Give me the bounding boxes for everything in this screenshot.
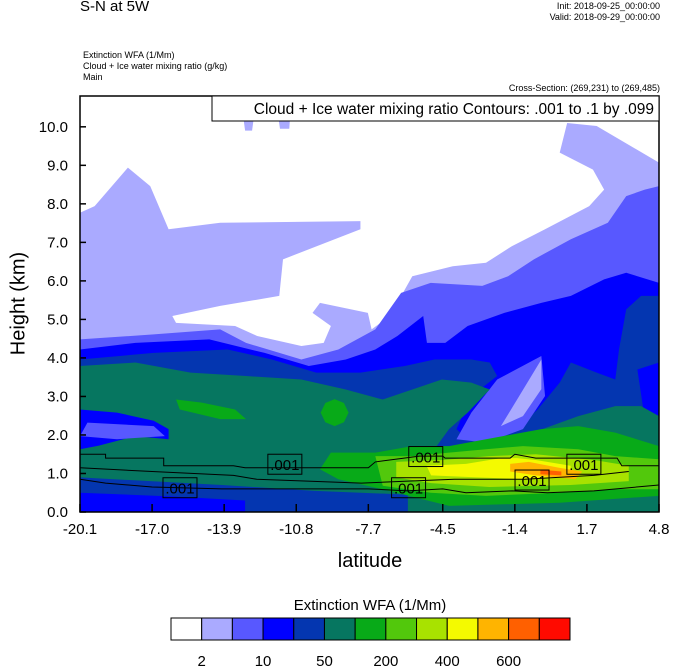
colorbar-swatch [385, 617, 418, 641]
colorbar-label: 600 [496, 653, 521, 668]
x-tick-label: -4.5 [430, 521, 456, 538]
contour-label: .001 [165, 481, 194, 498]
contour-legend-box [211, 95, 660, 122]
colorbar-label: 10 [255, 653, 272, 668]
x-axis-label: latitude [337, 550, 403, 572]
plot-title: S-N at 5W [80, 0, 150, 15]
filled-region-level-6 [320, 399, 349, 427]
filled-region-level-2 [456, 356, 546, 443]
colorbar-label: 50 [316, 653, 333, 668]
filled-region-level-11 [540, 469, 562, 476]
filled-region-level-3 [80, 492, 246, 512]
x-tick-label: 1.7 [576, 521, 597, 538]
x-tick-label: -20.1 [63, 521, 97, 538]
x-tick-label: -17.0 [135, 521, 169, 538]
colorbar-swatch [416, 617, 448, 641]
y-tick-label: 9.0 [47, 157, 68, 174]
contour-label: .001 [394, 481, 423, 498]
contour-legend-text: Cloud + Ice water mixing ratio Contours:… [254, 101, 654, 118]
colorbar-swatch [201, 617, 233, 641]
colorbar-swatch [446, 617, 479, 641]
y-tick-label: 1.0 [47, 465, 68, 482]
colorbar-swatch [508, 617, 540, 641]
init-time: Init: 2018-09-25_00:00:00 [556, 1, 660, 11]
contour-label-box [514, 469, 550, 491]
y-tick-label: 10.0 [39, 119, 68, 136]
plot-field: .001 .001 .001 .001 .001 .001 [80, 96, 659, 512]
y-tick-label: 5.0 [47, 311, 68, 328]
y-tick-label: 2.0 [47, 427, 68, 444]
filled-region-level-6 [176, 399, 247, 420]
y-tick-label: 7.0 [47, 234, 68, 251]
contour-label-box [267, 453, 303, 475]
filled-region-level-1 [500, 359, 542, 427]
filled-region-level-2 [80, 422, 165, 440]
contour-line-001 [80, 467, 629, 484]
colorbar-label: 200 [373, 653, 398, 668]
subtitle-extinction: Extinction WFA (1/Mm) [83, 50, 175, 60]
colorbar-label: 2 [198, 653, 206, 668]
contour-label-box [408, 446, 444, 468]
y-tick-label: 3.0 [47, 388, 68, 405]
contour-label-box [566, 453, 602, 475]
cross-section-label: Cross-Section: (269,231) to (269,485) [508, 83, 660, 93]
y-tick-label: 8.0 [47, 196, 68, 213]
filled-region-level-0 [80, 96, 659, 346]
x-tick-label: -10.8 [279, 521, 313, 538]
x-tick-label: -1.4 [502, 521, 528, 538]
contour-label-box [391, 477, 427, 499]
contour-label: .001 [517, 473, 546, 490]
contour-label: .001 [270, 457, 299, 474]
x-tick-label: 4.8 [649, 521, 670, 538]
colorbar-swatch [538, 617, 571, 641]
x-tick-label: -7.7 [355, 521, 381, 538]
valid-time: Valid: 2018-09-29_00:00:00 [549, 12, 660, 22]
subtitle-mixing-ratio: Cloud + Ice water mixing ratio (g/kg) [83, 61, 228, 71]
colorbar-swatch [477, 617, 510, 641]
contour-line-001 [80, 453, 659, 469]
colorbar-swatch [262, 617, 295, 641]
x-tick-label: -13.9 [207, 521, 241, 538]
y-tick-label: 6.0 [47, 273, 68, 290]
colorbar-swatch [293, 617, 325, 641]
subtitle-main: Main [83, 72, 103, 82]
contour-label: .001 [569, 457, 598, 474]
colorbar-title: Extinction WFA (1/Mm) [293, 597, 447, 614]
colorbar-swatch [231, 617, 264, 641]
y-tick-label: 4.0 [47, 350, 68, 367]
colorbar-swatch [354, 617, 387, 641]
contour-label-box [162, 477, 198, 499]
colorbar-swatch [323, 617, 356, 641]
contour-line-001 [80, 478, 659, 494]
colorbar-label: 400 [435, 653, 460, 668]
y-tick-label: 0.0 [47, 504, 68, 521]
contour-label: .001 [411, 450, 440, 467]
colorbar-swatch [170, 617, 203, 641]
